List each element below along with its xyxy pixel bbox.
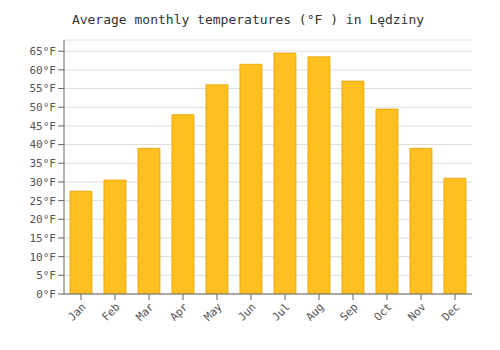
html-text:Average monthly temperatures (: Average monthly temperatures (°F ) in Lę… — [71, 12, 425, 27]
svg-text:Jun: Jun — [235, 300, 258, 323]
svg-text:5°F: 5°F — [36, 269, 56, 282]
svg-text:20°F: 20°F — [30, 213, 57, 226]
svg-text:55°F: 55°F — [30, 82, 57, 95]
svg-text:30°F: 30°F — [30, 176, 57, 189]
svg-text:0°F: 0°F — [36, 288, 56, 301]
svg-text:Apr: Apr — [167, 300, 191, 324]
svg-text:65°F: 65°F — [30, 45, 57, 58]
svg-text:Oct: Oct — [371, 300, 394, 323]
svg-text:10°F: 10°F — [30, 251, 57, 264]
svg-text:Jan: Jan — [65, 300, 88, 323]
svg-text:Sep: Sep — [337, 300, 360, 323]
svg-text:Aug: Aug — [303, 300, 326, 323]
svg-text:60°F: 60°F — [30, 64, 57, 77]
svg-text:40°F: 40°F — [30, 138, 57, 151]
svg-text:Nov: Nov — [405, 300, 429, 324]
svg-text:Dec: Dec — [439, 300, 462, 323]
svg-text:Mar: Mar — [133, 300, 157, 324]
svg-text:35°F: 35°F — [30, 157, 57, 170]
svg-text:May: May — [201, 300, 225, 324]
svg-text:Feb: Feb — [99, 300, 122, 323]
svg-text:45°F: 45°F — [30, 120, 57, 133]
svg-text:15°F: 15°F — [30, 232, 57, 245]
svg-text:50°F: 50°F — [30, 101, 57, 114]
svg-text:25°F: 25°F — [30, 195, 57, 208]
svg-text:Jul: Jul — [269, 300, 292, 323]
